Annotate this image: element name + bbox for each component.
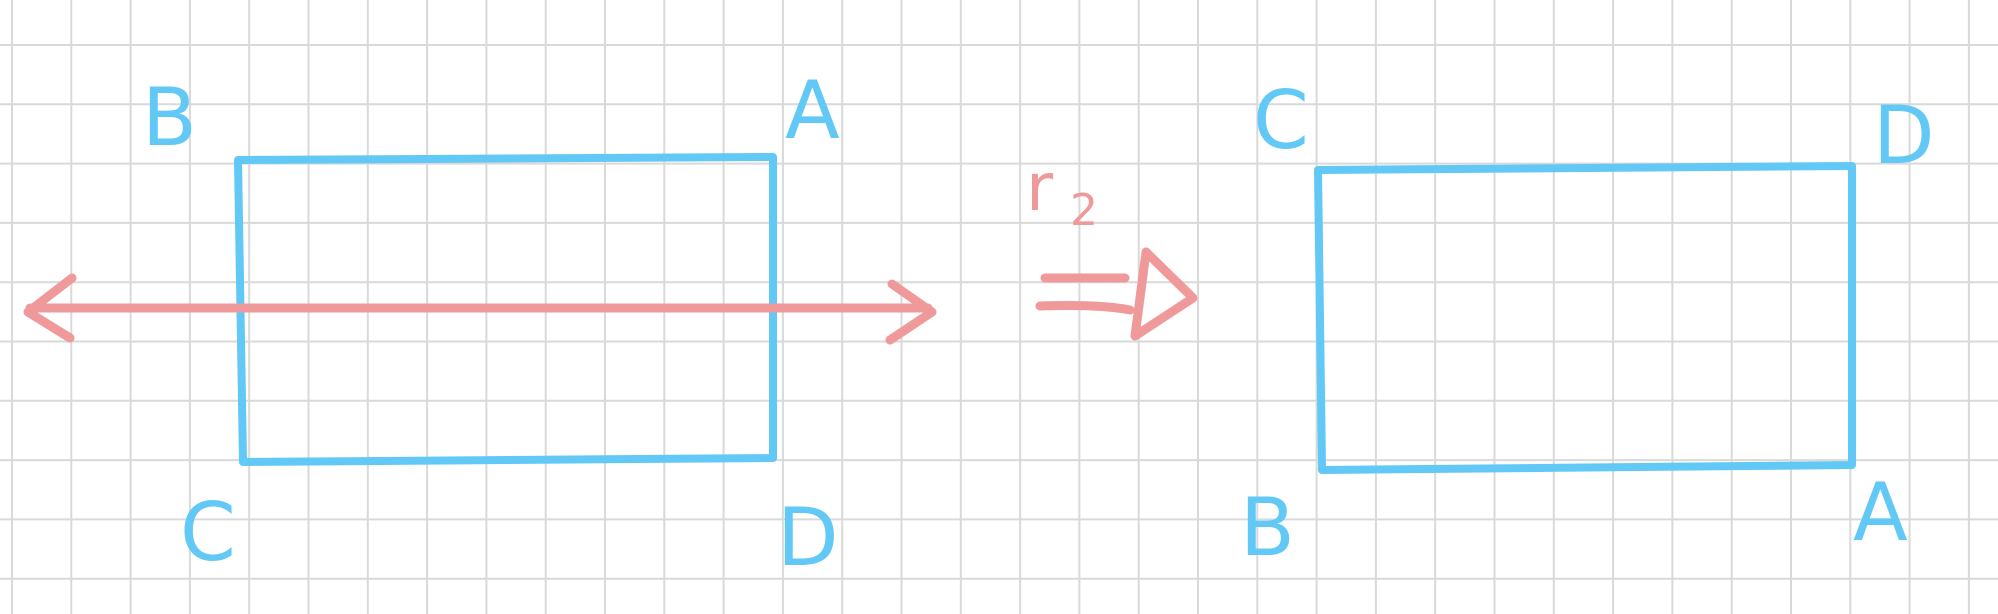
implies-arrow-icon [1035,247,1198,341]
original-label-bottom-left: C [180,486,236,579]
reflected-label-top-left: C [1253,74,1309,167]
reflected-rectangle-group: C D B A [1240,74,1935,574]
original-label-top-right: A [785,64,840,157]
transformation-subscript: 2 [1070,185,1098,236]
original-rectangle [234,153,777,466]
reflected-label-top-right: D [1873,89,1935,182]
reflected-label-bottom-right: A [1853,466,1908,559]
reflected-label-bottom-left: B [1240,481,1295,574]
reflected-rectangle [1314,162,1856,474]
transformation-symbol: r [1026,149,1054,226]
double-arrow-line-icon [23,273,937,345]
transformation-label: r 2 [1026,149,1098,236]
original-rectangle-group: B A C D [142,64,840,584]
original-label-bottom-right: D [777,491,839,584]
original-label-top-left: B [142,71,197,164]
